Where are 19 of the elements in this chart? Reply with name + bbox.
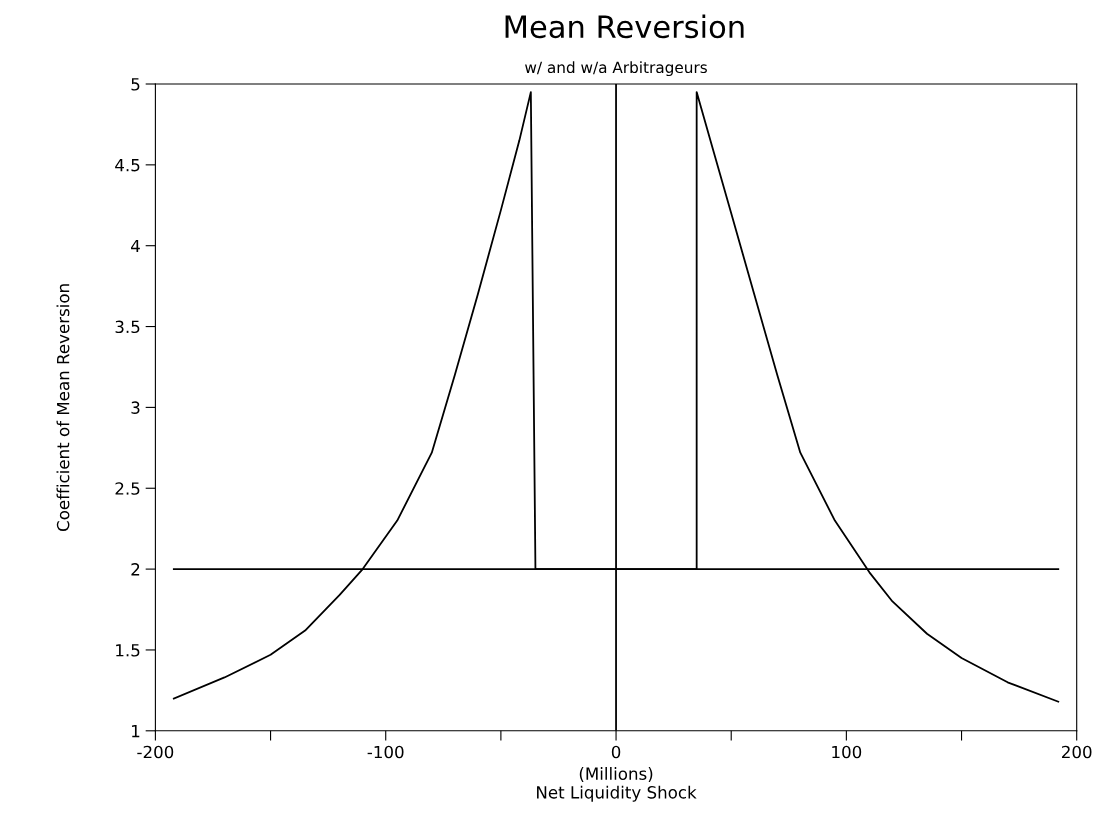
x-tick-label: 0 xyxy=(611,745,621,759)
x-tick-label: 200 xyxy=(1062,745,1092,759)
y-tick-label: 5 xyxy=(131,78,140,91)
x-tick-label: -100 xyxy=(367,745,404,759)
chart-subtitle: w/ and w/a Arbitrageurs xyxy=(525,61,707,77)
y-tick-label: 1 xyxy=(132,724,140,738)
y-tick-label: 1.5 xyxy=(116,644,140,657)
x-axis-title: (Millions) Net Liquidity Shock xyxy=(537,767,697,802)
chart-title: Mean Reversion xyxy=(505,14,744,39)
y-tick-label: 2.5 xyxy=(115,482,140,495)
line-series xyxy=(172,91,1060,703)
y-tick-label: 3.5 xyxy=(115,320,140,334)
x-tick-label: -200 xyxy=(137,745,174,759)
x-tick-label: 100 xyxy=(832,745,862,759)
y-axis-title: Coefficient of Mean Reversion xyxy=(56,284,70,532)
y-tick-label: 3 xyxy=(131,401,140,414)
y-tick-label: 4 xyxy=(131,239,140,253)
y-tick-label: 4.5 xyxy=(115,159,140,172)
y-tick-label: 2 xyxy=(131,563,140,576)
